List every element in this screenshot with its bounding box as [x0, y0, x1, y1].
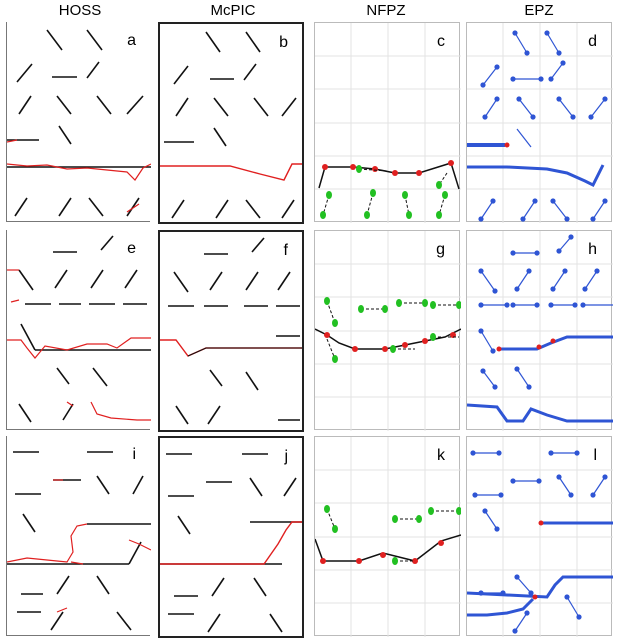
panel-f: f [158, 230, 304, 432]
panel-label-e: e [127, 240, 136, 257]
panel-j: j [158, 436, 304, 638]
panel-i: i [6, 436, 151, 636]
col-title-hoss: HOSS [58, 2, 102, 19]
panel-k: k [314, 436, 461, 637]
col-title-mcpic: McPIC [210, 2, 256, 19]
panel-g-drawing [315, 231, 461, 431]
panel-e: e [6, 230, 151, 430]
panel-e-drawing [7, 235, 151, 423]
panel-label-l: l [593, 447, 597, 464]
panel-d-drawing [467, 23, 613, 223]
panel-f-drawing [160, 237, 302, 425]
panel-h-drawing [467, 231, 613, 431]
panel-a: a [6, 22, 151, 222]
col-title-nfpz: NFPZ [366, 2, 406, 19]
panel-j-drawing [160, 453, 302, 633]
panel-h: h [466, 230, 613, 431]
panel-c: c [314, 22, 461, 223]
panel-k-drawing [315, 437, 461, 637]
panel-i-drawing [7, 451, 151, 631]
col-title-epz: EPZ [524, 2, 554, 19]
panel-d: d [466, 22, 613, 223]
panel-a-drawing [7, 29, 151, 217]
panel-label-a: a [127, 32, 136, 49]
panel-b-drawing [160, 31, 302, 219]
panel-label-i: i [132, 446, 136, 463]
panel-l: l [466, 436, 613, 637]
panel-label-g: g [436, 241, 445, 258]
panel-b: b [158, 22, 304, 224]
panel-label-k: k [437, 447, 445, 464]
panel-label-j: j [284, 448, 288, 465]
panel-label-c: c [437, 33, 445, 50]
panel-c-drawing [315, 23, 461, 223]
panel-label-b: b [279, 34, 288, 51]
panel-l-drawing [467, 437, 613, 637]
panel-g: g [314, 230, 461, 431]
panel-label-h: h [588, 241, 597, 258]
panel-label-d: d [588, 33, 597, 50]
panel-label-f: f [283, 242, 288, 259]
